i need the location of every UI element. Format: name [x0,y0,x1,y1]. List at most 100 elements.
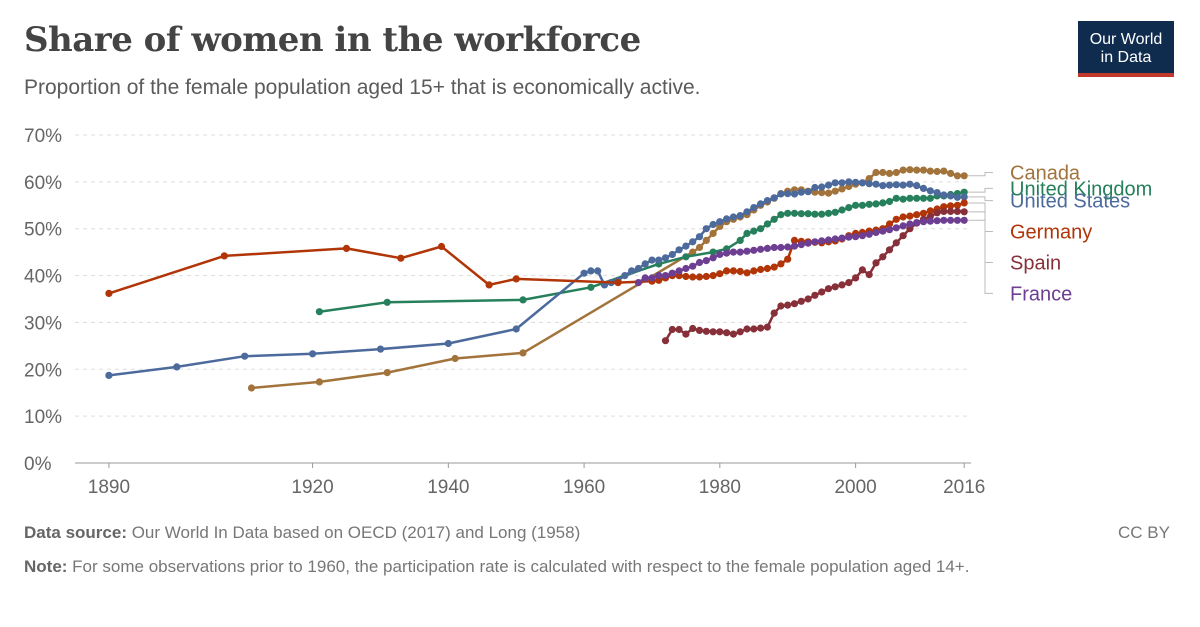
data-point [940,216,948,224]
series-label: Germany [1010,222,1092,244]
data-point [831,283,839,291]
data-point [947,207,955,215]
data-point [736,236,744,244]
data-point [960,216,968,224]
data-point [865,230,873,238]
data-point [919,166,928,174]
data-point [763,323,772,331]
data-point [689,238,697,246]
data-point [824,181,833,189]
data-point [315,308,323,316]
data-point [587,267,595,275]
logo-line-2: in Data [1100,49,1152,66]
data-point [804,295,812,303]
data-point [729,267,738,275]
data-point [723,215,731,223]
series-layer [105,166,968,392]
data-point [858,232,867,240]
data-point [885,197,894,206]
data-point [763,264,772,273]
data-point [736,328,744,336]
data-point [342,244,351,252]
data-point [702,327,710,335]
data-point [872,228,880,237]
data-point [797,188,805,196]
data-point [315,378,323,386]
data-point [743,325,751,333]
data-point [797,241,805,249]
y-tick-label: 10% [24,407,62,428]
data-point [729,213,738,221]
label-connector [968,187,993,193]
data-point [634,264,643,273]
data-point [892,168,900,177]
data-point [723,329,731,337]
data-point [885,169,894,177]
axis-layer: 0% 10% 20% 30% 40% 50% 60% 70% 1890 1920 1940 1960 1… [24,126,985,498]
data-point [947,169,955,177]
data-point [777,211,785,219]
logo-line-1: Our World [1089,31,1163,48]
data-point [757,245,765,253]
license-link[interactable]: CC BY [1118,523,1170,542]
data-point [729,248,738,256]
data-point [682,264,690,273]
data-point [885,181,894,189]
data-point [831,235,839,243]
data-point [437,242,446,251]
data-point [709,328,717,336]
data-point [695,326,704,334]
data-point [797,297,805,305]
data-point [716,250,724,259]
data-point [743,208,751,216]
x-tick-label: 1980 [699,477,741,498]
data-point [784,255,792,263]
data-point [892,215,900,223]
data-point [105,371,113,379]
data-point [953,201,962,209]
data-point [689,248,697,256]
data-point [655,256,663,264]
y-tick-label: 70% [24,126,62,147]
data-point [716,218,724,226]
data-point [614,279,622,287]
data-point [858,266,867,274]
data-point [790,300,799,308]
data-point [661,337,670,345]
data-point [383,298,391,306]
data-point [940,207,948,215]
data-point [824,285,833,293]
data-point [913,211,921,219]
data-point [770,243,778,252]
data-point [247,384,256,392]
data-point [838,206,846,214]
series-label: France [1010,283,1072,305]
data-point [397,254,405,262]
data-point [668,325,676,334]
data-point [831,179,839,187]
data-point [777,190,785,198]
data-point [879,168,887,177]
data-point [736,248,744,256]
label-connector [968,219,993,294]
data-point [485,281,493,289]
data-point [648,274,656,282]
owid-logo[interactable]: Our World in Data [1078,21,1174,77]
data-point [587,283,595,291]
data-point [784,243,792,251]
data-point [838,234,846,242]
data-point [716,270,724,278]
data-point [919,194,928,202]
data-point [926,207,934,215]
data-point [675,325,683,334]
data-point [750,227,758,235]
data-point [947,192,955,200]
data-point [790,242,799,250]
data-point [695,233,704,241]
data-point [757,200,765,208]
data-point [885,246,894,254]
data-point [831,208,839,216]
data-point [723,249,731,257]
data-point [879,253,887,261]
